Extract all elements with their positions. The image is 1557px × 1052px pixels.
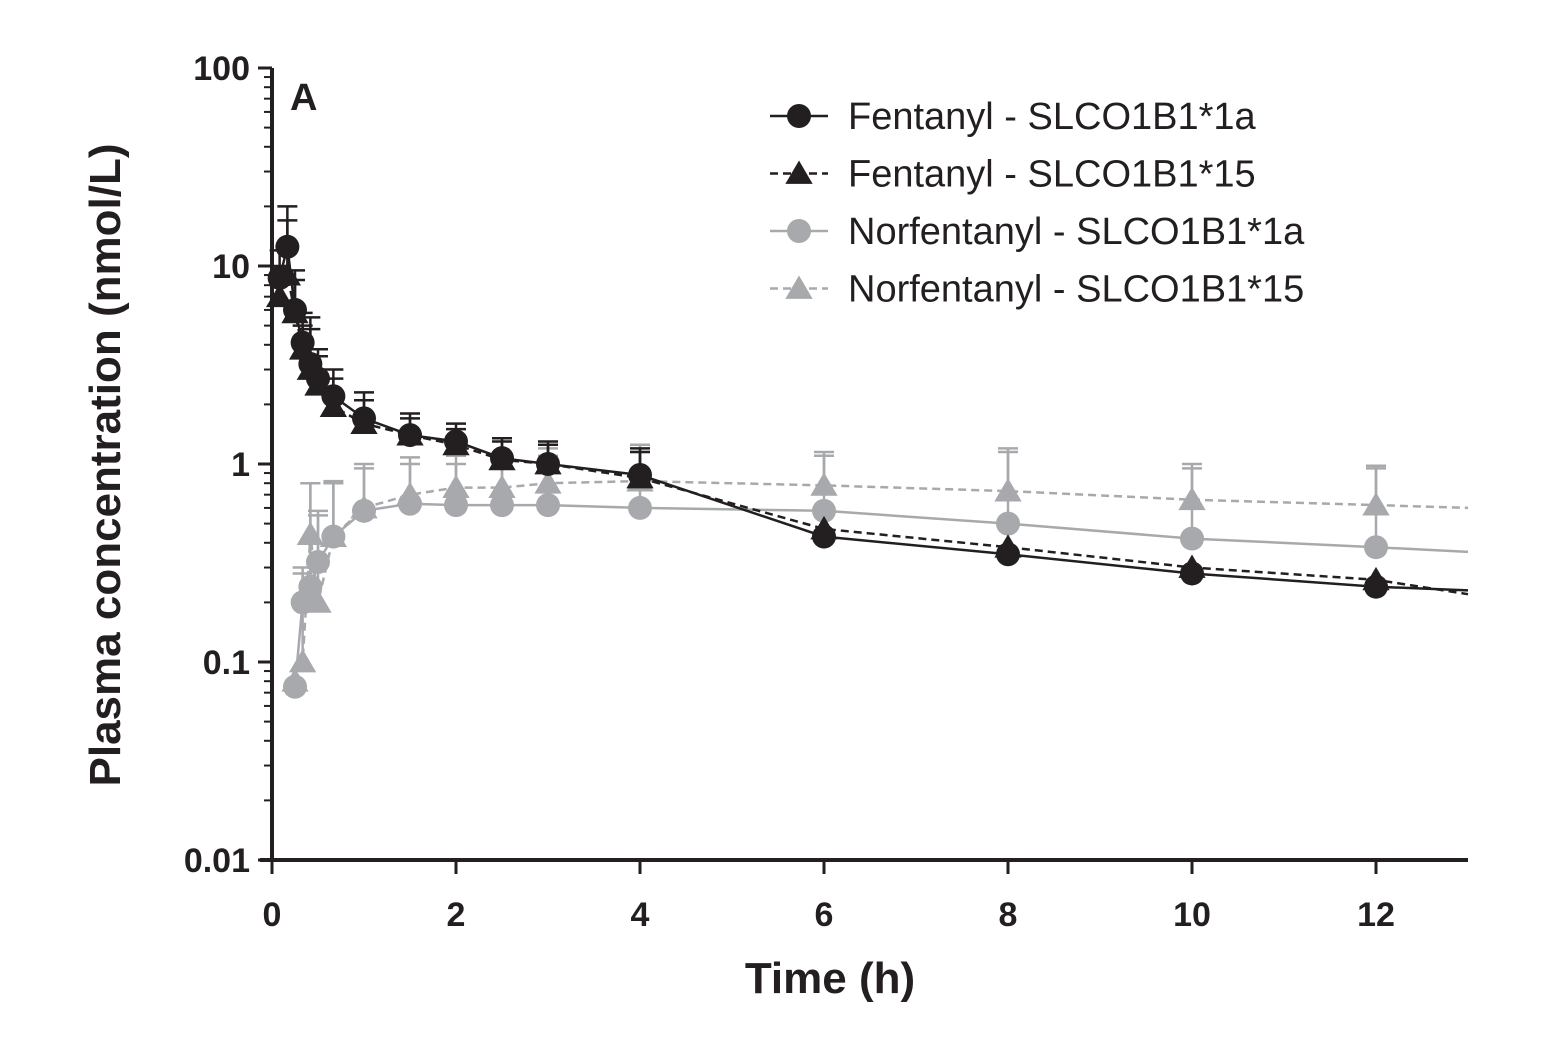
data-point [288, 649, 317, 673]
y-axis-title: Plasma concentration (nmol/L) [81, 144, 130, 787]
x-axis-title: Time (h) [745, 954, 915, 1003]
legend-marker [787, 104, 811, 128]
legend-entry: Fentanyl - SLCO1B1*1a [770, 96, 1257, 138]
y-tick-label: 10 [212, 248, 250, 286]
data-point [994, 478, 1022, 502]
data-point [273, 262, 302, 286]
x-tick-label: 6 [815, 896, 834, 934]
data-point [626, 464, 654, 489]
data-point [296, 521, 325, 545]
x-tick-label: 10 [1173, 896, 1211, 934]
data-point [1178, 486, 1206, 511]
data-point [490, 493, 514, 518]
legend-entry: Fentanyl - SLCO1B1*15 [770, 154, 1256, 196]
series-1 [265, 219, 1469, 596]
data-point [281, 299, 309, 324]
data-point [265, 283, 294, 308]
data-point [534, 451, 562, 475]
data-point [1362, 566, 1390, 591]
series-line [293, 502, 1469, 687]
legend-marker [785, 160, 813, 184]
x-tick-label: 8 [999, 896, 1018, 934]
legend-label: Norfentanyl - SLCO1B1*15 [848, 269, 1304, 311]
panel-label: A [290, 77, 317, 119]
data-point [1178, 554, 1206, 578]
data-point [810, 472, 838, 496]
series-3 [281, 443, 1469, 692]
legend-entry: Norfentanyl - SLCO1B1*1a [770, 211, 1305, 253]
data-point [1362, 492, 1390, 516]
data-point [319, 523, 348, 547]
plot-area [265, 205, 1469, 699]
data-point [444, 493, 468, 518]
y-tick-label: 1 [231, 446, 250, 484]
legend-marker [785, 275, 813, 299]
y-tick-label: 0.01 [184, 842, 250, 880]
data-point [534, 470, 562, 494]
data-point [810, 515, 838, 540]
data-point [488, 446, 516, 471]
data-point [812, 498, 836, 523]
legend: Fentanyl - SLCO1B1*1a Fentanyl - SLCO1B1*… [770, 96, 1305, 311]
axes: 0.01 0.1 1 10 100 0 2 4 6 8 10 12 [184, 50, 1468, 934]
data-point [396, 481, 424, 506]
x-tick-label: 4 [631, 896, 650, 934]
legend-label: Fentanyl - SLCO1B1*1a [848, 96, 1257, 138]
data-point [536, 493, 560, 518]
legend-marker [787, 219, 811, 243]
data-point [996, 511, 1020, 536]
legend-label: Fentanyl - SLCO1B1*15 [848, 154, 1256, 196]
legend-entry: Norfentanyl - SLCO1B1*15 [770, 269, 1304, 311]
data-point [350, 494, 378, 519]
x-tick-label: 0 [263, 896, 282, 934]
data-point [319, 393, 348, 417]
data-point [304, 372, 332, 396]
data-point [1180, 526, 1204, 551]
data-point [994, 534, 1022, 558]
legend-label: Norfentanyl - SLCO1B1*1a [848, 211, 1305, 253]
y-tick-label: 0.1 [203, 644, 250, 682]
x-tick-label: 12 [1357, 896, 1395, 934]
data-point [396, 422, 424, 446]
series-0 [267, 205, 1469, 599]
data-point [442, 474, 470, 498]
x-tick-label: 2 [447, 896, 466, 934]
data-point [488, 474, 516, 498]
data-point [628, 495, 652, 520]
data-point [288, 336, 317, 360]
y-tick-label: 100 [193, 50, 250, 88]
series-line [293, 479, 1469, 682]
data-point [442, 431, 470, 456]
data-point [304, 589, 332, 613]
data-point [1364, 535, 1388, 560]
data-point [350, 410, 378, 434]
data-point [281, 668, 309, 692]
